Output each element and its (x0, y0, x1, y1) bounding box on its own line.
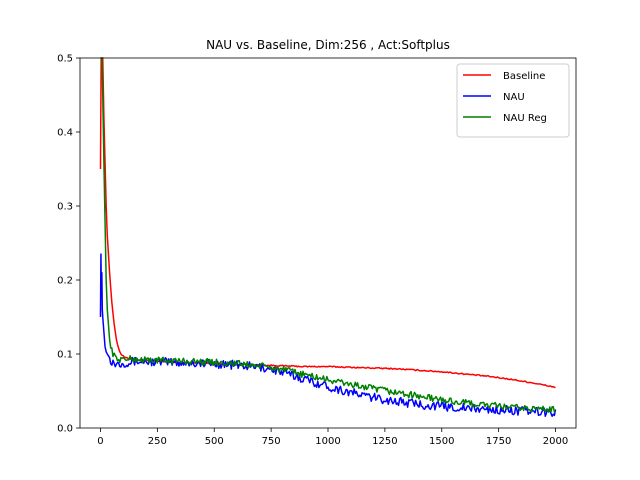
y-tick-label: 0.0 (57, 424, 73, 435)
x-tick-label: 750 (262, 436, 281, 447)
x-tick-label: 1000 (315, 436, 340, 447)
y-tick-label: 0.2 (57, 276, 73, 287)
x-tick-label: 500 (205, 436, 224, 447)
x-tick-label: 2000 (543, 436, 568, 447)
y-tick-label: 0.1 (57, 350, 73, 361)
x-tick-label: 1750 (486, 436, 511, 447)
x-tick-label: 1500 (429, 436, 454, 447)
legend-box (456, 63, 570, 138)
chart-title: NAU vs. Baseline, Dim:256 , Act:Softplus (206, 38, 450, 52)
x-tick-label: 250 (148, 436, 167, 447)
legend: Baseline NAU NAU Reg (456, 63, 570, 138)
y-tick-label: 0.3 (57, 202, 73, 213)
x-tick-label: 0 (97, 436, 103, 447)
legend-label: NAU (503, 92, 525, 103)
y-tick-label: 0.4 (57, 128, 73, 139)
x-tick-label: 1250 (372, 436, 397, 447)
series-layer (99, 57, 557, 418)
legend-label: NAU Reg (503, 113, 547, 124)
y-tick-label: 0.5 (57, 54, 73, 65)
legend-label: Baseline (503, 71, 545, 82)
x-axis: 0 250 500 750 1000 1250 1500 1750 2000 (97, 428, 568, 447)
y-axis: 0.0 0.1 0.2 0.3 0.4 0.5 (57, 54, 80, 435)
series-line-nau-reg (100, 57, 556, 413)
